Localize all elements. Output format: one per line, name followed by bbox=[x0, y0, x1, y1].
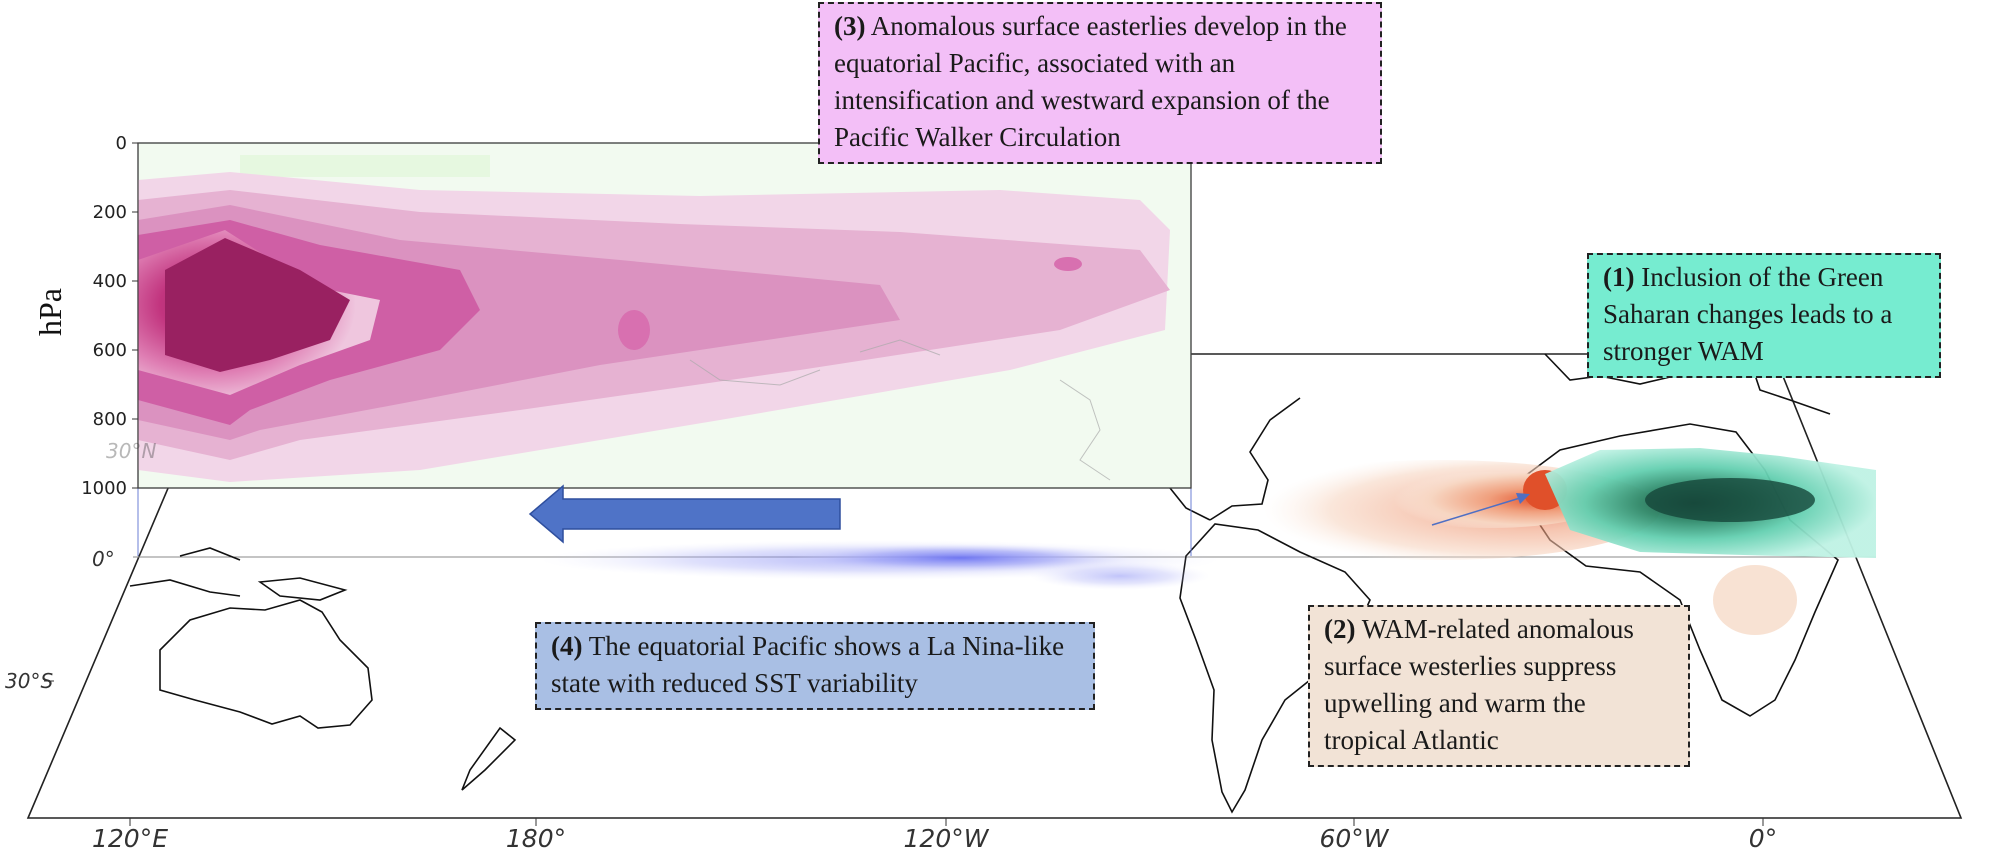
box1-text: Inclusion of the Green Saharan changes l… bbox=[1603, 262, 1893, 366]
pressure-tick-1000: 1000 bbox=[81, 478, 127, 499]
pressure-tick-600: 600 bbox=[93, 340, 127, 361]
pressure-tick-800: 800 bbox=[93, 409, 127, 430]
south-america-outline bbox=[1179, 523, 1371, 814]
africa-outline bbox=[1524, 423, 1839, 717]
pressure-unit: hPa bbox=[32, 288, 68, 336]
lon-label-0: 0° bbox=[1749, 824, 1777, 849]
pressure-tick-0: 0 bbox=[116, 133, 127, 154]
box1-number: (1) bbox=[1603, 262, 1635, 292]
box4-number: (4) bbox=[551, 631, 583, 661]
walker-cross-section bbox=[137, 142, 1192, 556]
new-zealand-outline bbox=[461, 726, 517, 791]
precip-anomaly-sahara bbox=[1545, 448, 1876, 558]
pressure-tick-400: 400 bbox=[93, 271, 127, 292]
easterly-flow-arrow bbox=[528, 484, 841, 544]
lon-tick-marks bbox=[129, 818, 1764, 826]
box2-number: (2) bbox=[1324, 614, 1356, 644]
annotation-box-3: (3) Anomalous surface easterlies develop… bbox=[818, 2, 1382, 164]
pressure-tick-200: 200 bbox=[93, 202, 127, 223]
lon-label-120w: 120°W bbox=[904, 824, 990, 849]
box4-text: The equatorial Pacific shows a La Nina-l… bbox=[551, 631, 1065, 698]
lon-label-180: 180° bbox=[506, 824, 566, 849]
pressure-axis: hPa 0 200 400 600 800 1000 bbox=[32, 133, 138, 499]
lat-label-0: 0° bbox=[92, 547, 115, 571]
box3-number: (3) bbox=[834, 11, 866, 41]
annotation-box-1: (1) Inclusion of the Green Saharan chang… bbox=[1587, 253, 1941, 378]
australia-outline bbox=[159, 599, 373, 729]
lon-label-60w: 60°W bbox=[1319, 824, 1389, 849]
annotation-box-4: (4) The equatorial Pacific shows a La Ni… bbox=[535, 622, 1095, 710]
sst-cool-anomaly bbox=[540, 540, 1220, 590]
indonesia-outline bbox=[129, 547, 241, 597]
lat-label-30n: 30°N bbox=[106, 439, 156, 463]
lon-label-120e: 120°E bbox=[92, 824, 168, 849]
westerly-wind-arrow bbox=[1431, 493, 1530, 526]
box2-text: WAM-related anomalous surface westerlies… bbox=[1324, 614, 1634, 755]
new-guinea-outline bbox=[257, 577, 348, 601]
pressure-tick-marks bbox=[132, 142, 138, 489]
box3-text: Anomalous surface easterlies develop in … bbox=[834, 11, 1347, 152]
annotation-box-2: (2) WAM-related anomalous surface wester… bbox=[1308, 605, 1690, 767]
